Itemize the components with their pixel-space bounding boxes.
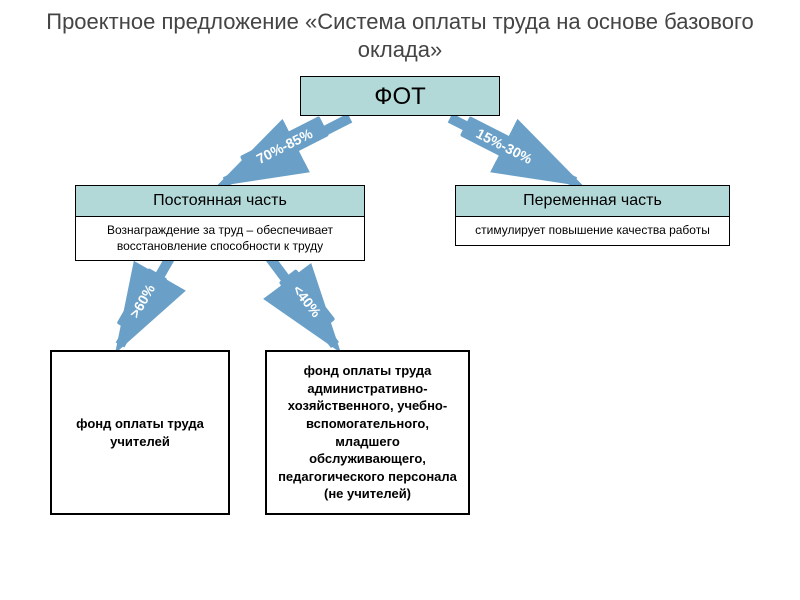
fot-box: ФОТ [300,76,500,116]
staff-fund-text: фонд оплаты труда административно-хозяйс… [275,362,460,502]
variable-desc: стимулирует повышение качества работы [456,217,729,245]
constant-part-box: Постоянная часть Вознаграждение за труд … [75,185,365,261]
arrow-label-teachers-pct: >60% [117,268,168,335]
variable-header: Переменная часть [456,186,729,217]
staff-fund-box: фонд оплаты труда административно-хозяйс… [265,350,470,515]
teachers-fund-text: фонд оплаты труда учителей [60,415,220,450]
teachers-fund-box: фонд оплаты труда учителей [50,350,230,515]
constant-header: Постоянная часть [76,186,364,217]
arrow-label-const-pct: 70%-85% [240,116,329,176]
fot-label: ФОТ [374,83,426,110]
constant-desc: Вознаграждение за труд – обеспечивает во… [76,217,364,260]
arrow-label-var-pct: 15%-30% [460,116,549,176]
variable-part-box: Переменная часть стимулирует повышение к… [455,185,730,246]
arrow-label-staff-pct: <40% [279,269,336,333]
page-title: Проектное предложение «Система оплаты тр… [0,0,800,67]
